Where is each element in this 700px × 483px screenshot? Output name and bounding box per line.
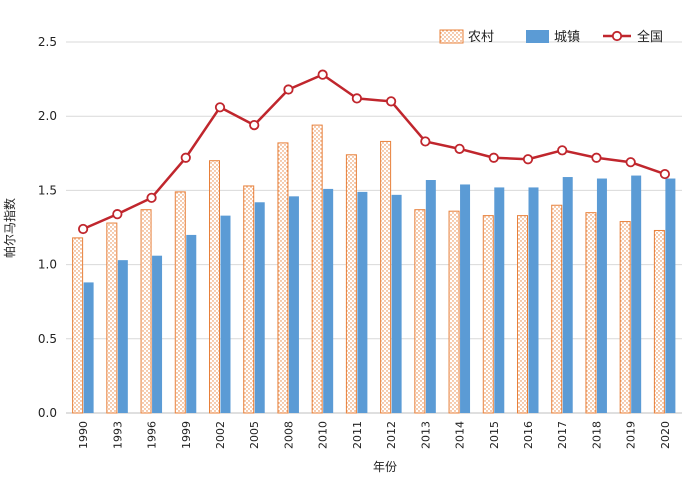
- x-axis-label: 年份: [373, 460, 397, 474]
- point-national-2020: [659, 168, 670, 180]
- bar-rural-2005: [243, 185, 255, 414]
- bar-urban-2008: [288, 196, 299, 413]
- bar-urban-2002: [220, 215, 231, 413]
- point-national-2017: [557, 145, 568, 156]
- legend-label-rural: 农村: [468, 30, 494, 45]
- point-national-1993: [112, 209, 123, 220]
- bar-rural-2016: [517, 215, 528, 414]
- legend-swatch-rural: [439, 29, 464, 44]
- bar-rural-1990: [72, 237, 84, 414]
- y-tick-label: 0.0: [38, 406, 57, 420]
- point-national-2008: [283, 84, 294, 95]
- bar-rural-1999: [174, 191, 186, 414]
- legend-marker-national: [611, 30, 623, 42]
- point-national-2016: [522, 154, 534, 165]
- line-national: [82, 73, 666, 231]
- point-national-1996: [146, 192, 157, 203]
- x-tick-label: 2013: [419, 421, 432, 449]
- bar-urban-2012: [391, 194, 402, 413]
- bar-urban-2010: [323, 188, 334, 413]
- y-tick-label: 1.5: [38, 183, 57, 197]
- point-national-2012: [386, 96, 397, 107]
- national-line: [78, 69, 670, 235]
- x-tick-label: 2008: [282, 421, 295, 449]
- bar-rural-2011: [345, 154, 357, 414]
- bar-rural-2014: [448, 210, 460, 414]
- point-national-2014: [454, 143, 465, 154]
- bar-urban-2017: [562, 177, 573, 413]
- x-tick-label: 2015: [488, 421, 501, 449]
- point-national-1999: [180, 152, 191, 163]
- x-tick-label: 2002: [214, 421, 227, 449]
- point-national-2018: [591, 152, 602, 163]
- bar-rural-2010: [311, 124, 323, 414]
- bar-urban-2011: [357, 191, 368, 413]
- point-national-2015: [488, 152, 499, 163]
- bar-rural-2019: [619, 221, 631, 414]
- bar-urban-1999: [186, 234, 197, 413]
- x-tick-label: 2005: [248, 421, 261, 449]
- bar-urban-2013: [425, 180, 436, 413]
- bar-urban-2015: [494, 187, 505, 413]
- legend-label-urban: 城镇: [554, 30, 580, 45]
- bar-urban-1993: [117, 260, 128, 413]
- legend: 农村 城镇 全国: [426, 18, 682, 45]
- point-national-2019: [625, 157, 636, 168]
- bar-rural-2018: [585, 212, 597, 414]
- bar-rural-2017: [551, 204, 563, 414]
- bar-urban-2019: [631, 175, 642, 413]
- x-tick-label: 2010: [317, 421, 330, 449]
- bar-urban-2018: [596, 178, 607, 413]
- x-tick-label: 2017: [556, 421, 569, 449]
- x-tick-label: 2012: [385, 421, 398, 449]
- y-tick-label: 0.5: [38, 332, 57, 346]
- bars: [72, 124, 676, 414]
- point-national-2010: [317, 69, 328, 80]
- bar-urban-2014: [460, 184, 471, 413]
- point-national-2013: [420, 136, 431, 147]
- gridlines: [66, 41, 682, 414]
- x-tick-label: 2016: [522, 421, 535, 449]
- x-tick-label: 1990: [77, 421, 90, 449]
- point-national-1990: [78, 223, 89, 235]
- x-tick-label: 2011: [351, 421, 364, 449]
- bar-rural-2012: [380, 140, 392, 414]
- x-tick-label: 1996: [146, 421, 159, 449]
- x-tick-label: 2020: [659, 421, 672, 449]
- legend-swatch-urban: [526, 30, 549, 43]
- bar-rural-1996: [140, 209, 152, 414]
- x-tick-label: 2018: [590, 421, 603, 449]
- bar-rural-2015: [482, 215, 494, 414]
- y-axis: 0.0 0.5 1.0 1.5 2.0 2.5: [38, 35, 57, 420]
- y-tick-label: 2.5: [38, 35, 57, 49]
- y-tick-label: 2.0: [38, 109, 57, 123]
- y-tick-label: 1.0: [38, 258, 57, 272]
- bar-urban-1996: [152, 255, 163, 413]
- bar-urban-2020: [665, 178, 676, 413]
- point-national-2011: [351, 93, 362, 104]
- x-tick-label: 2014: [454, 421, 467, 449]
- bar-rural-2013: [414, 209, 426, 414]
- x-tick-label: 2019: [625, 421, 638, 449]
- bar-rural-2002: [209, 160, 220, 414]
- bar-urban-2016: [528, 187, 539, 413]
- bar-rural-2008: [277, 142, 289, 414]
- x-tick-label: 1993: [111, 421, 124, 449]
- bar-rural-2020: [653, 229, 665, 414]
- point-national-2005: [249, 120, 260, 131]
- y-axis-label: 帕尔马指数: [2, 198, 17, 258]
- x-tick-label: 1999: [180, 421, 193, 449]
- bar-urban-2005: [254, 202, 265, 413]
- bar-rural-1993: [106, 222, 118, 414]
- point-national-2002: [214, 102, 226, 113]
- legend-label-national: 全国: [637, 29, 663, 45]
- x-axis: 1990 1993 1996 1999 2002 2005 2008 2010 2011 2012…: [77, 421, 672, 449]
- bar-urban-1990: [83, 282, 94, 413]
